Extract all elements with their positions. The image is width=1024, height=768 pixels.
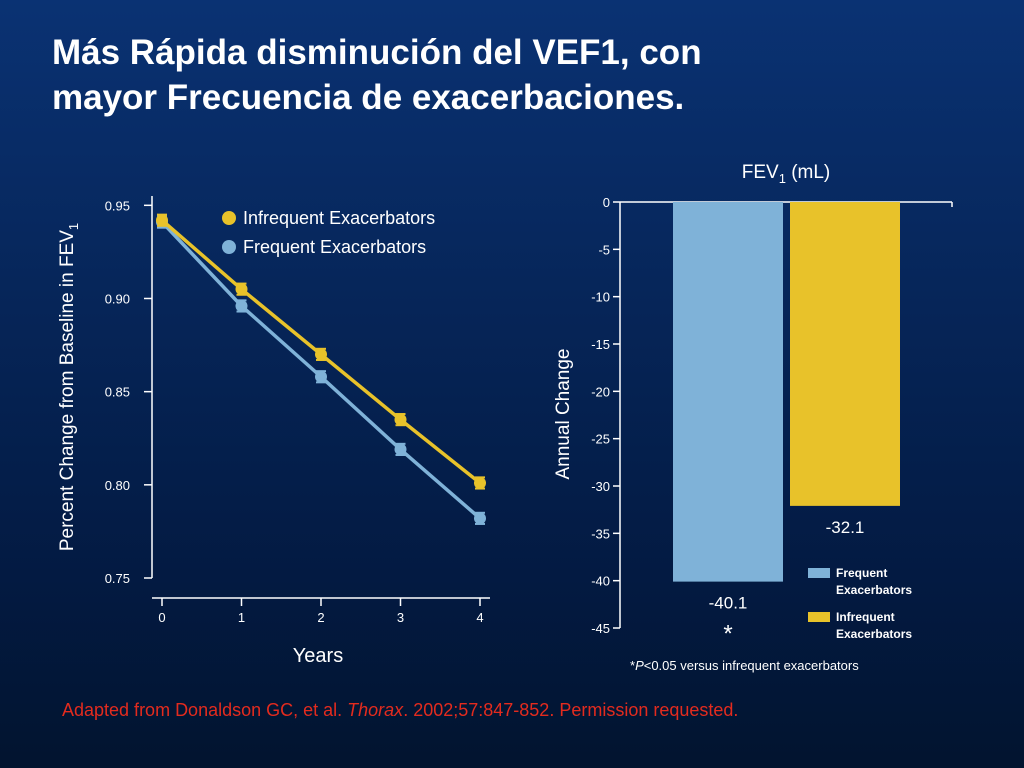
y-tick-label: 0.85 bbox=[105, 385, 130, 400]
slide-title: Más Rápida disminución del VEF1, con may… bbox=[52, 30, 952, 120]
bar-y-tick-label: -25 bbox=[591, 432, 610, 447]
data-point bbox=[235, 283, 248, 296]
x-tick-label: 1 bbox=[238, 610, 245, 625]
x-tick-label: 2 bbox=[317, 610, 324, 625]
data-point bbox=[394, 443, 407, 456]
bar-legend-label-line1: Frequent bbox=[836, 566, 887, 580]
bar-y-tick-label: 0 bbox=[603, 195, 610, 210]
significance-star: * bbox=[723, 621, 732, 648]
bar-chart: FEV1 (mL) 0 -5 -10 -15 -20 -25 -30 -35 -40 -45 Annu… bbox=[553, 162, 953, 648]
bar-y-tick-label: -10 bbox=[591, 290, 610, 305]
title-line-1: Más Rápida disminución del VEF1, con bbox=[52, 33, 702, 72]
footnote-p: P bbox=[635, 658, 644, 673]
legend-label: Frequent Exacerbators bbox=[243, 237, 426, 257]
citation: Adapted from Donaldson GC, et al. Thorax… bbox=[62, 700, 738, 721]
y-tick-label: 0.95 bbox=[105, 198, 130, 213]
data-point bbox=[474, 512, 486, 525]
data-point bbox=[235, 299, 248, 312]
bar-y-axis-label: Annual Change bbox=[553, 349, 574, 480]
x-tick-label: 4 bbox=[476, 610, 483, 625]
bar-legend-swatch bbox=[808, 568, 830, 578]
bar-y-tick-label: -40 bbox=[591, 574, 610, 589]
bar-legend-label-line2: Exacerbators bbox=[836, 583, 912, 597]
y-tick-label: 0.75 bbox=[105, 571, 130, 586]
data-point bbox=[474, 476, 486, 489]
y-tick-label: 0.80 bbox=[105, 478, 130, 493]
y-axis-label-subscript: 1 bbox=[66, 223, 81, 230]
bar-y-tick-label: -45 bbox=[591, 621, 610, 636]
legend-marker bbox=[222, 211, 236, 225]
title-line-2: mayor Frecuencia de exacerbaciones. bbox=[52, 78, 685, 117]
citation-prefix: Adapted from Donaldson GC, et al. bbox=[62, 700, 348, 720]
y-axis-label: Percent Change from Baseline in FEV1 bbox=[57, 223, 81, 551]
bar-y-tick-label: -20 bbox=[591, 384, 610, 399]
bar-y-tick-label: -35 bbox=[591, 526, 610, 541]
citation-suffix: . 2002;57:847-852. Permission requested. bbox=[403, 700, 739, 720]
data-point bbox=[156, 214, 168, 227]
bar-legend-label-line2: Exacerbators bbox=[836, 627, 912, 641]
y-tick-label: 0.90 bbox=[105, 291, 130, 306]
data-point bbox=[315, 370, 327, 383]
bar-value-label: -32.1 bbox=[826, 518, 865, 537]
bar bbox=[673, 202, 783, 582]
data-point bbox=[394, 413, 407, 426]
bar-title-main: FEV bbox=[742, 162, 779, 183]
x-axis-label: Years bbox=[293, 645, 343, 667]
bar-chart-title: FEV1 (mL) bbox=[742, 162, 831, 186]
x-tick-label: 3 bbox=[397, 610, 404, 625]
bar-title-subscript: 1 bbox=[779, 171, 786, 186]
y-axis-label-main: Percent Change from Baseline in FEV bbox=[57, 230, 78, 551]
bar bbox=[790, 202, 900, 506]
bar-value-label: -40.1 bbox=[709, 594, 748, 613]
bar-title-unit: (mL) bbox=[786, 162, 830, 183]
data-point bbox=[315, 348, 327, 361]
legend-label: Infrequent Exacerbators bbox=[243, 208, 435, 228]
bar-legend-swatch bbox=[808, 612, 830, 622]
x-tick-label: 0 bbox=[158, 610, 165, 625]
footnote-star: * bbox=[630, 658, 636, 673]
bar-y-tick-label: -15 bbox=[591, 337, 610, 352]
significance-footnote: *P<0.05 versus infrequent exacerbators bbox=[630, 658, 859, 673]
bar-legend-label-line1: Infrequent bbox=[836, 610, 895, 624]
footnote-text: <0.05 versus infrequent exacerbators bbox=[643, 658, 859, 673]
line-chart: 0.95 0.90 0.85 0.80 0.75 0 1 2 3 4 Years Percent Ch… bbox=[57, 196, 490, 667]
citation-journal: Thorax bbox=[347, 700, 404, 720]
bar-y-tick-label: -5 bbox=[598, 242, 610, 257]
legend-marker bbox=[222, 240, 236, 254]
bar-y-tick-label: -30 bbox=[591, 479, 610, 494]
